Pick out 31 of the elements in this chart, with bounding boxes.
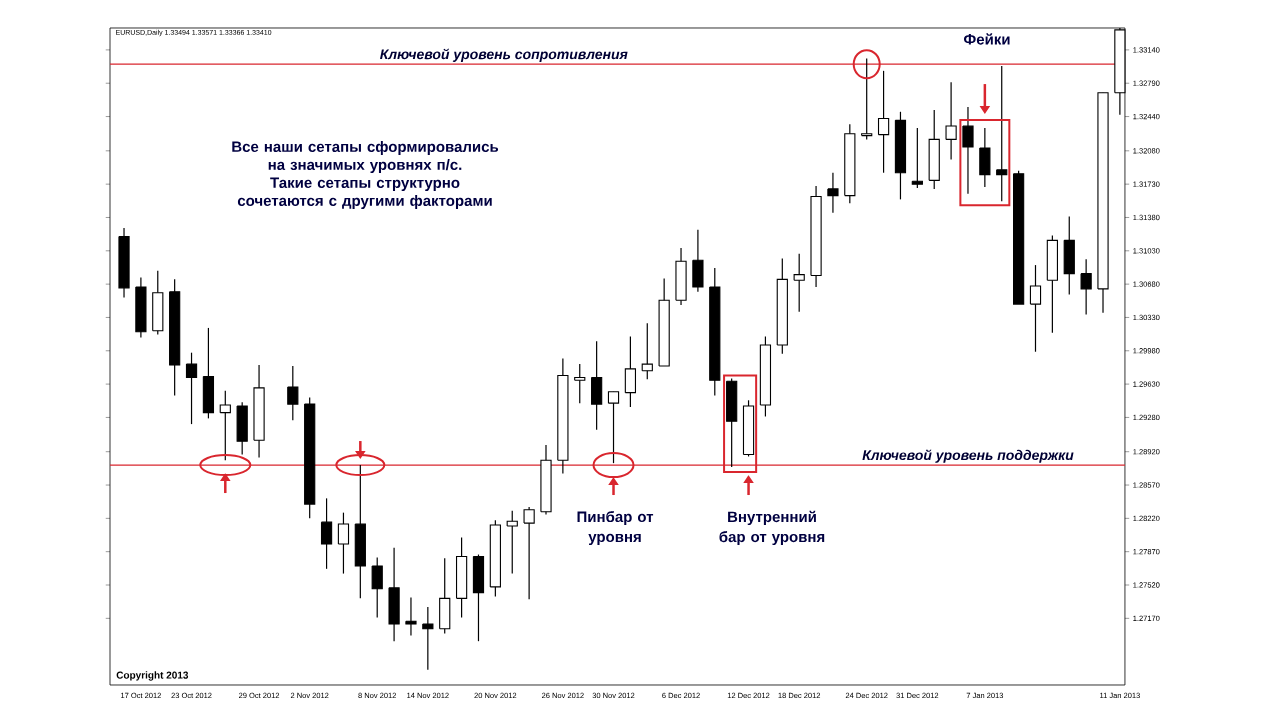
- candlestick: [962, 106, 974, 195]
- candlestick: [945, 81, 957, 160]
- candlestick: [1080, 258, 1092, 316]
- candlestick: [287, 365, 299, 421]
- candlestick: [607, 391, 620, 464]
- candlestick: [506, 510, 518, 575]
- candlestick: [624, 335, 637, 408]
- annotation: Внутренний бар от уровня: [719, 510, 825, 546]
- annotation: Фейки: [963, 33, 1010, 45]
- annotation: Copyright 2013: [116, 671, 189, 681]
- candlestick: [405, 596, 417, 637]
- candlestick: [641, 322, 653, 380]
- candlestick: [337, 512, 350, 575]
- candlestick: [523, 506, 535, 600]
- ref-line-label: Ключевой уровень сопротивления: [380, 48, 628, 62]
- candlestick: [1029, 264, 1042, 353]
- candlestick: [320, 497, 333, 570]
- annotation: Пинбар от уровня: [577, 510, 654, 546]
- candlestick: [574, 363, 586, 404]
- candlestick: [422, 606, 434, 671]
- candlestick: [185, 352, 198, 425]
- candlestick: [827, 172, 839, 214]
- ref-line-label: Ключевой уровень поддержки: [862, 449, 1074, 463]
- candlestick: [996, 65, 1008, 202]
- candlestick: [219, 390, 231, 461]
- candlestick: [861, 57, 873, 140]
- candlestick: [911, 127, 923, 189]
- annotation: Все наши сетапы сформировались на значимых уровнях п/с. Такие сетапы структурно сочетаются с другими факторами: [232, 141, 499, 209]
- candlestick: [793, 253, 805, 313]
- candlestick: [371, 556, 383, 618]
- candlestick: [877, 70, 890, 174]
